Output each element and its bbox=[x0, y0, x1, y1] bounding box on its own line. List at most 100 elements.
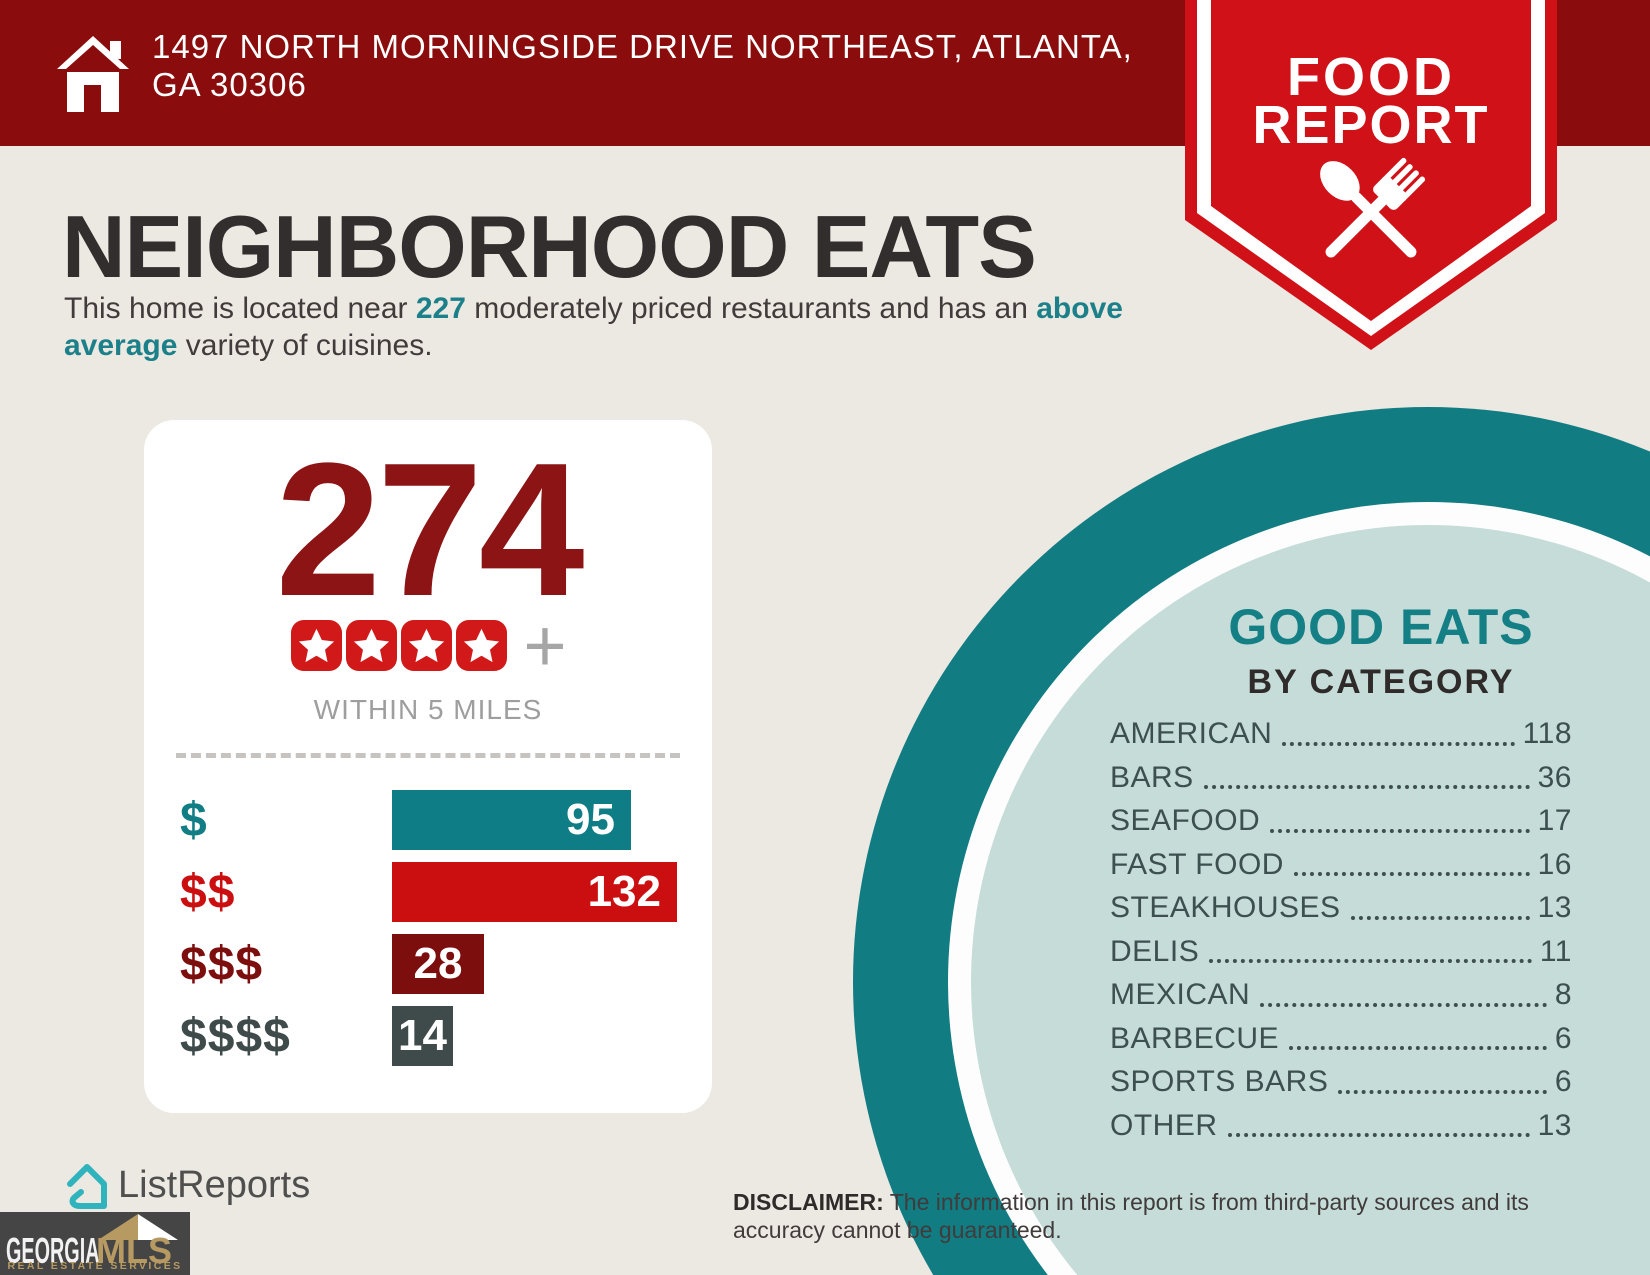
bar-value: 132 bbox=[587, 867, 661, 916]
dotted-leader bbox=[1270, 828, 1530, 833]
plus-sign: + bbox=[523, 604, 567, 687]
dotted-leader bbox=[1203, 785, 1530, 789]
category-row: OTHER 13 bbox=[1110, 1104, 1572, 1148]
price-tier-label: $ bbox=[180, 793, 208, 847]
mls-name-mls: MLS bbox=[96, 1230, 172, 1271]
category-value: 6 bbox=[1554, 1065, 1572, 1098]
dotted-leader bbox=[1350, 915, 1530, 920]
intro-part3: variety of cuisines. bbox=[177, 329, 433, 362]
category-label: AMERICAN bbox=[1110, 717, 1273, 750]
category-row: DELIS 11 bbox=[1110, 930, 1572, 974]
georgia-mls-badge: GEORGIA MLS REAL ESTATE SERVICES bbox=[0, 1212, 190, 1275]
address-line2: GA 30306 bbox=[152, 66, 307, 103]
mls-name-georgia: GEORGIA bbox=[6, 1230, 100, 1271]
intro-part1: This home is located near bbox=[64, 292, 416, 325]
category-label: SEAFOOD bbox=[1110, 804, 1261, 837]
star-icon bbox=[291, 620, 343, 671]
category-row: SEAFOOD 17 bbox=[1110, 799, 1572, 843]
category-label: MEXICAN bbox=[1110, 978, 1251, 1011]
category-label: OTHER bbox=[1110, 1108, 1218, 1142]
good-eats-title: GOOD EATS bbox=[1228, 599, 1534, 655]
price-bar: 14 bbox=[392, 1006, 453, 1066]
category-row: AMERICAN 118 bbox=[1110, 712, 1572, 756]
intro-part2: moderately priced restaurants and has an bbox=[465, 292, 1037, 325]
radius-caption: WITHIN 5 MILES bbox=[313, 694, 543, 725]
price-tier-label: $$$$ bbox=[180, 1009, 291, 1063]
intro-highlight: above average bbox=[64, 292, 1123, 362]
category-value: 16 bbox=[1537, 847, 1572, 881]
good-eats-circle bbox=[853, 407, 1650, 1275]
price-tier-label: $$$ bbox=[180, 937, 264, 991]
category-list: AMERICAN 118 BARS 36 SEAFOOD 17 FAST FOO… bbox=[1110, 712, 1572, 1147]
spoon-and-fork-icon bbox=[1320, 157, 1426, 258]
dotted-leader bbox=[1209, 959, 1532, 963]
price-bar-row: $$$ 28 bbox=[180, 934, 712, 994]
total-restaurants: 274 bbox=[275, 424, 584, 636]
category-row: STEAKHOUSES 13 bbox=[1110, 886, 1572, 930]
dotted-leader bbox=[1260, 1002, 1547, 1007]
star-icon bbox=[346, 620, 398, 671]
category-row: MEXICAN 8 bbox=[1110, 973, 1572, 1017]
price-bar-row: $ 95 bbox=[180, 790, 712, 850]
category-label: BARS bbox=[1110, 760, 1194, 794]
good-eats-subtitle: BY CATEGORY bbox=[1247, 663, 1515, 701]
mountain-icon bbox=[98, 1214, 178, 1240]
category-value: 118 bbox=[1522, 717, 1572, 750]
dotted-leader bbox=[1227, 1133, 1530, 1137]
price-bar: 132 bbox=[392, 862, 677, 922]
disclaimer-label: DISCLAIMER: bbox=[733, 1189, 884, 1215]
disclaimer-line2: accuracy cannot be guaranteed. bbox=[733, 1217, 1062, 1243]
price-bar-row: $$ 132 bbox=[180, 862, 712, 922]
dashed-divider bbox=[176, 753, 680, 758]
listreports-logo: ListReports bbox=[64, 1158, 310, 1212]
star-icon bbox=[456, 620, 508, 671]
category-value: 17 bbox=[1537, 804, 1572, 837]
home-icon bbox=[57, 36, 129, 112]
category-row: FAST FOOD 16 bbox=[1110, 843, 1572, 887]
property-address: 1497 NORTH MORNINGSIDE DRIVE NORTHEAST, … bbox=[152, 28, 1133, 104]
category-label: DELIS bbox=[1110, 934, 1200, 968]
disclaimer: DISCLAIMER: The information in this repo… bbox=[733, 1188, 1638, 1244]
category-value: 36 bbox=[1537, 760, 1572, 794]
dotted-leader bbox=[1293, 872, 1530, 876]
bar-value: 95 bbox=[566, 795, 615, 844]
listreports-house-icon bbox=[67, 1164, 107, 1209]
ribbon-word1: FOOD bbox=[1287, 47, 1455, 107]
listreports-wordmark: ListReports bbox=[118, 1163, 311, 1206]
good-eats-heading: GOOD EATS BY CATEGORY bbox=[1181, 598, 1581, 702]
price-tier-label: $$ bbox=[180, 865, 236, 919]
category-value: 8 bbox=[1554, 978, 1572, 1011]
dotted-leader bbox=[1282, 741, 1515, 746]
price-tier-bar-chart: $ 95 $$ 132 $$$ 28 $$$$ 14 bbox=[180, 790, 712, 1078]
category-value: 13 bbox=[1537, 891, 1572, 924]
dotted-leader bbox=[1338, 1089, 1547, 1094]
bar-value: 14 bbox=[398, 1011, 447, 1060]
category-row: SPORTS BARS 6 bbox=[1110, 1060, 1572, 1104]
price-bar: 28 bbox=[392, 934, 484, 994]
category-value: 13 bbox=[1537, 1108, 1572, 1142]
price-bar-row: $$$$ 14 bbox=[180, 1006, 712, 1066]
page-title: NEIGHBORHOOD EATS bbox=[62, 197, 1037, 296]
restaurant-count: 227 bbox=[415, 292, 466, 325]
ribbon-word2: REPORT bbox=[1252, 95, 1489, 155]
price-bar: 95 bbox=[392, 790, 631, 850]
category-row: BARBECUE 6 bbox=[1110, 1017, 1572, 1061]
category-label: FAST FOOD bbox=[1110, 847, 1284, 881]
disclaimer-line1: The information in this report is from t… bbox=[883, 1189, 1529, 1215]
category-label: STEAKHOUSES bbox=[1110, 891, 1341, 924]
star-rating: + bbox=[144, 604, 712, 687]
category-label: BARBECUE bbox=[1110, 1021, 1280, 1055]
restaurant-summary-card: 274 + WITHIN 5 MILES $ bbox=[144, 420, 712, 1113]
category-value: 6 bbox=[1554, 1021, 1572, 1055]
star-icon bbox=[401, 620, 453, 671]
category-row: BARS 36 bbox=[1110, 756, 1572, 800]
category-value: 11 bbox=[1539, 934, 1572, 968]
category-label: SPORTS BARS bbox=[1110, 1065, 1329, 1098]
food-report-ribbon: FOOD REPORT bbox=[1185, 0, 1557, 350]
dotted-leader bbox=[1289, 1046, 1547, 1050]
intro-text: This home is located near 227 moderately… bbox=[64, 290, 1124, 364]
address-line1: 1497 NORTH MORNINGSIDE DRIVE NORTHEAST, … bbox=[152, 28, 1133, 65]
mls-tagline: REAL ESTATE SERVICES bbox=[7, 1260, 183, 1272]
bar-value: 28 bbox=[413, 939, 463, 988]
